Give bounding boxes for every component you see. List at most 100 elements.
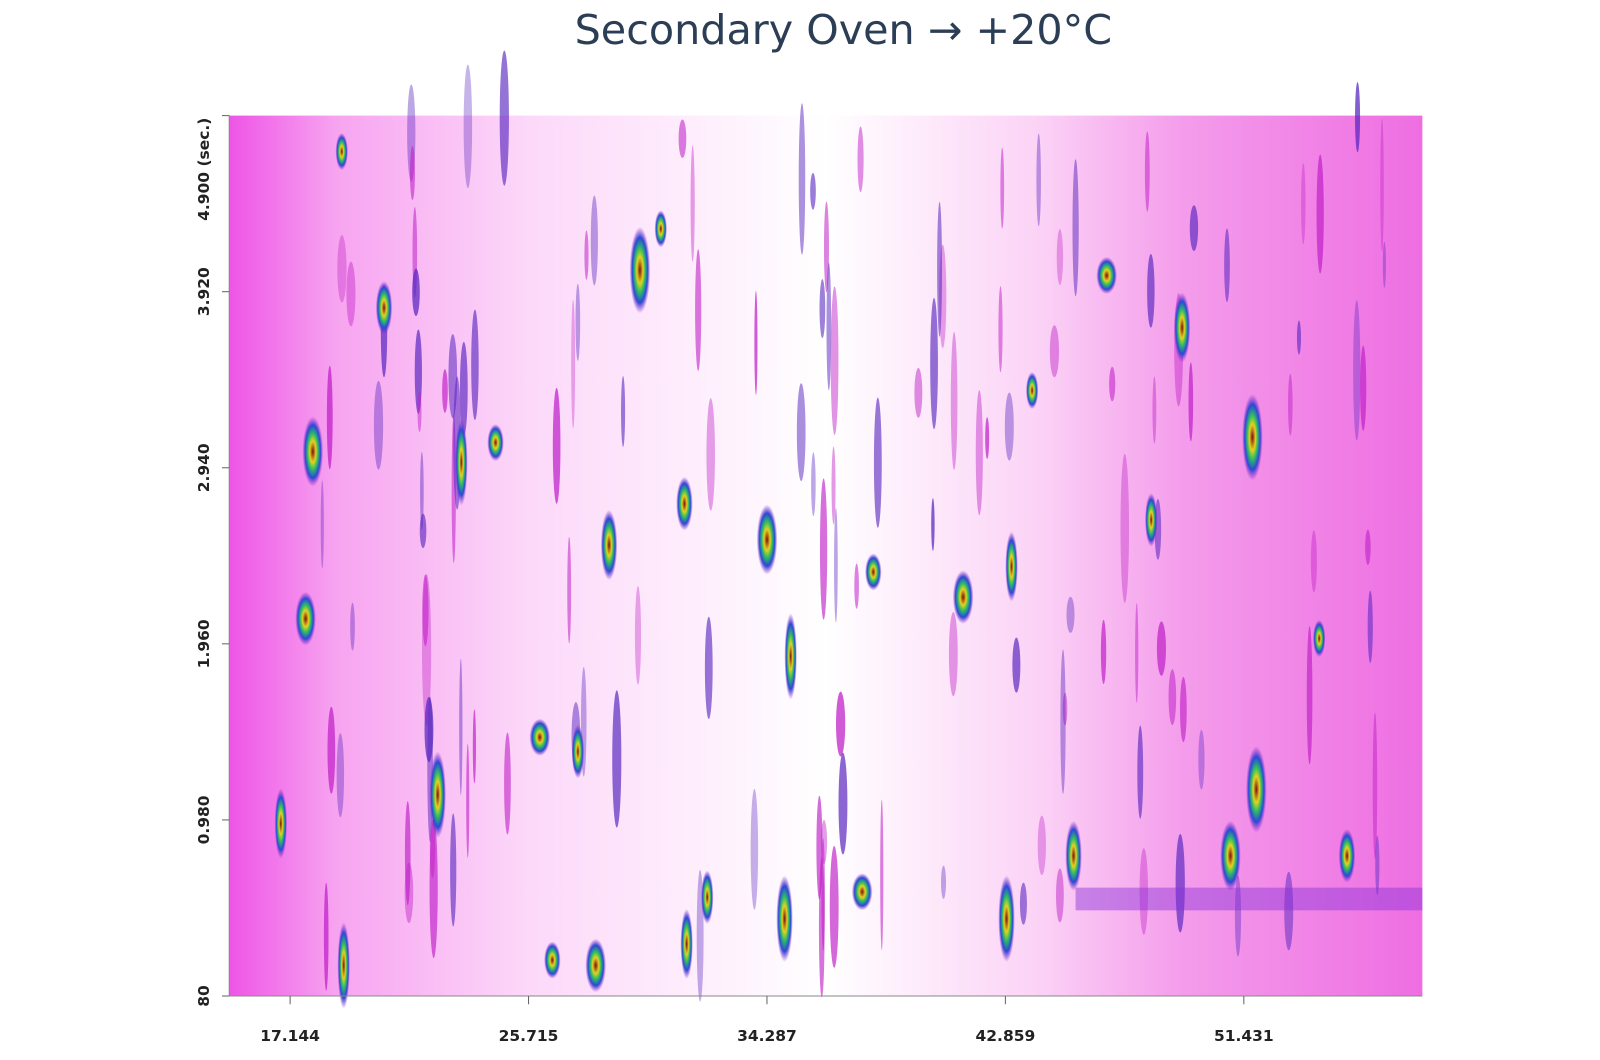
streak xyxy=(830,286,839,436)
peak xyxy=(571,724,585,779)
streak xyxy=(1188,362,1194,442)
x-tick-label: 34.287 xyxy=(737,1027,797,1045)
streak xyxy=(409,145,415,200)
peak xyxy=(455,419,468,506)
streak xyxy=(838,752,848,855)
peak xyxy=(680,908,693,979)
streak xyxy=(1000,147,1005,229)
peak xyxy=(529,718,551,756)
streak xyxy=(1380,118,1384,252)
streak xyxy=(1168,669,1177,726)
peak xyxy=(629,226,651,314)
streak xyxy=(1152,376,1157,444)
peak xyxy=(487,424,504,462)
streak xyxy=(914,367,923,418)
streak xyxy=(1365,529,1371,565)
peak xyxy=(776,875,793,963)
streak xyxy=(811,452,816,517)
peak xyxy=(1245,746,1267,833)
streak xyxy=(1139,848,1149,935)
streak xyxy=(835,691,846,757)
peak xyxy=(1025,371,1039,410)
streak xyxy=(459,341,468,436)
peak xyxy=(998,875,1015,963)
streak xyxy=(1055,868,1064,923)
streak xyxy=(1175,833,1185,933)
streak xyxy=(346,261,356,327)
streak xyxy=(1198,729,1205,790)
streak xyxy=(575,283,581,361)
streak xyxy=(819,478,828,620)
streak xyxy=(1353,300,1361,441)
streak xyxy=(1360,345,1367,431)
streak xyxy=(1144,131,1150,212)
streak xyxy=(621,376,626,447)
streak xyxy=(706,398,715,511)
streak xyxy=(634,586,642,685)
streak xyxy=(404,801,411,906)
streak xyxy=(1284,871,1294,951)
streak xyxy=(690,145,695,262)
streak xyxy=(1060,649,1066,794)
background-streaks xyxy=(320,50,1423,1002)
streak xyxy=(1062,692,1068,726)
peak xyxy=(1005,531,1018,602)
streak xyxy=(421,574,432,727)
streak xyxy=(1367,590,1373,663)
peaks xyxy=(274,132,1356,1009)
streak xyxy=(678,119,687,158)
streak xyxy=(1382,241,1386,288)
peak xyxy=(1065,820,1082,891)
streak xyxy=(326,365,333,470)
peak xyxy=(701,870,714,925)
peak xyxy=(585,938,607,993)
streak xyxy=(1147,253,1155,328)
streak xyxy=(880,799,884,951)
streak xyxy=(937,201,943,337)
peak xyxy=(1096,256,1117,295)
streak xyxy=(1306,626,1313,765)
streak xyxy=(471,309,479,421)
streak xyxy=(414,329,422,415)
streak xyxy=(998,286,1003,373)
x-tick-label: 42.859 xyxy=(976,1027,1036,1045)
streak xyxy=(1037,815,1046,876)
streak xyxy=(571,299,576,429)
streak xyxy=(798,103,806,255)
streak xyxy=(448,334,458,419)
peak xyxy=(1144,493,1158,547)
streak xyxy=(1224,228,1230,303)
streak xyxy=(1066,596,1075,634)
peak xyxy=(952,570,974,624)
streak xyxy=(419,513,427,549)
streak xyxy=(704,616,713,719)
streak xyxy=(829,845,839,968)
streak xyxy=(404,862,414,924)
peak xyxy=(274,788,288,859)
peak xyxy=(1242,393,1263,481)
streak xyxy=(975,390,983,516)
peak xyxy=(375,281,393,335)
peak xyxy=(295,591,316,646)
streak xyxy=(1004,392,1014,461)
y-tick-label: 4.900 (sec.) xyxy=(195,118,213,221)
peak xyxy=(851,873,873,911)
streak xyxy=(463,64,473,189)
streak xyxy=(327,706,336,794)
streak xyxy=(412,268,420,317)
streak xyxy=(590,195,598,286)
streak xyxy=(1189,205,1199,252)
streak xyxy=(1072,159,1079,297)
streak xyxy=(472,709,477,784)
streak xyxy=(1019,882,1027,925)
streak xyxy=(819,279,826,339)
streak xyxy=(459,658,463,796)
x-tick-label: 51.431 xyxy=(1214,1027,1274,1045)
streak xyxy=(1316,154,1324,274)
streak xyxy=(810,172,816,210)
streak xyxy=(1355,82,1361,153)
peak xyxy=(1338,829,1356,883)
peak xyxy=(302,416,324,487)
streak xyxy=(320,480,324,569)
